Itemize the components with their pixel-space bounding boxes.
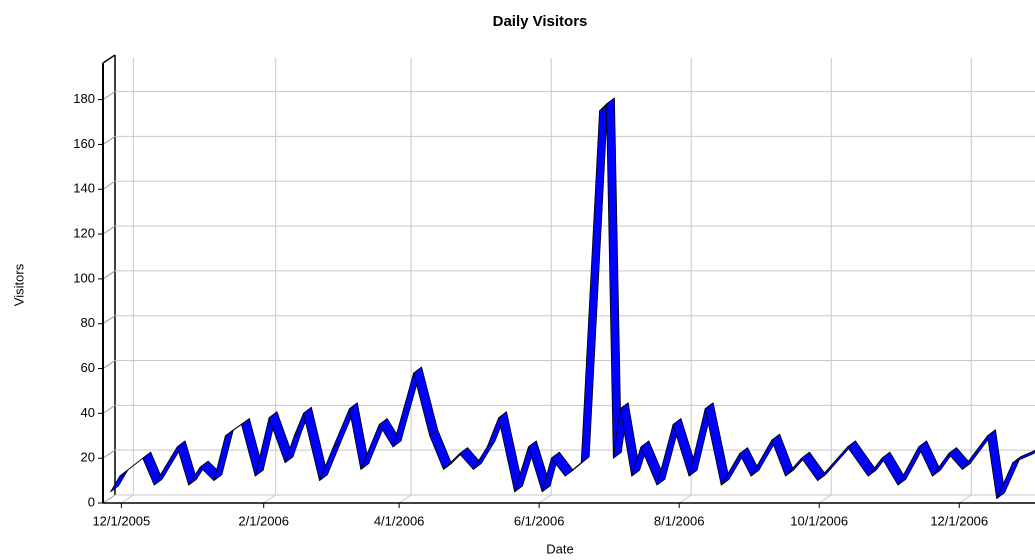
x-tick-label: 6/1/2006 xyxy=(514,513,565,528)
x-tick-label: 2/1/2006 xyxy=(238,513,289,528)
x-tick-label: 10/1/2006 xyxy=(790,513,848,528)
ribbon-segment xyxy=(771,433,794,477)
y-axis-label: Visitors xyxy=(11,263,26,306)
wall-tick xyxy=(102,449,116,459)
floor-grid xyxy=(818,494,832,504)
ribbon-segment xyxy=(213,429,234,481)
x-tick-label: 12/1/2006 xyxy=(930,513,988,528)
grid xyxy=(98,54,1035,508)
wall-tick xyxy=(102,315,116,325)
y-tick-label: 60 xyxy=(81,360,95,375)
x-tick-label: 4/1/2006 xyxy=(374,513,425,528)
y-tick-label: 20 xyxy=(81,450,95,465)
y-tick-label: 160 xyxy=(73,136,95,151)
wall-tick xyxy=(102,494,116,504)
y-tick-label: 120 xyxy=(73,226,95,241)
series xyxy=(110,97,1035,499)
wall-tick xyxy=(102,136,116,145)
wall-top xyxy=(102,54,116,64)
floor-grid xyxy=(263,494,276,504)
ribbon-segment xyxy=(1012,450,1035,464)
wall-tick xyxy=(102,270,116,280)
floor-grid xyxy=(121,494,134,504)
wall-tick xyxy=(102,225,116,235)
ribbon-segment xyxy=(704,402,730,486)
floor-grid xyxy=(958,494,972,504)
y-tick-label: 100 xyxy=(73,270,95,285)
ribbon-segment xyxy=(110,469,129,493)
ribbon-segment xyxy=(606,97,622,459)
y-tick-label: 140 xyxy=(73,181,95,196)
floor-grid xyxy=(678,494,692,504)
wall-tick xyxy=(102,180,116,190)
wall-tick xyxy=(102,91,116,101)
wall-tick xyxy=(102,360,116,369)
y-tick-label: 180 xyxy=(73,91,95,106)
ribbon-segment xyxy=(580,104,608,464)
x-axis-label: Date xyxy=(546,541,573,556)
y-tick-label: 0 xyxy=(88,494,95,509)
chart-title: Daily Visitors xyxy=(493,13,588,30)
x-tick-label: 8/1/2006 xyxy=(654,513,705,528)
floor-grid xyxy=(398,494,412,504)
x-tick-label: 12/1/2005 xyxy=(92,513,150,528)
floor-grid xyxy=(538,494,552,504)
ribbon-segment xyxy=(429,429,452,470)
y-tick-label: 40 xyxy=(81,405,95,420)
wall-tick xyxy=(102,404,116,414)
ribbon-segment xyxy=(472,440,496,470)
y-tick-label: 80 xyxy=(81,315,95,330)
ribbon-segment xyxy=(413,366,439,437)
